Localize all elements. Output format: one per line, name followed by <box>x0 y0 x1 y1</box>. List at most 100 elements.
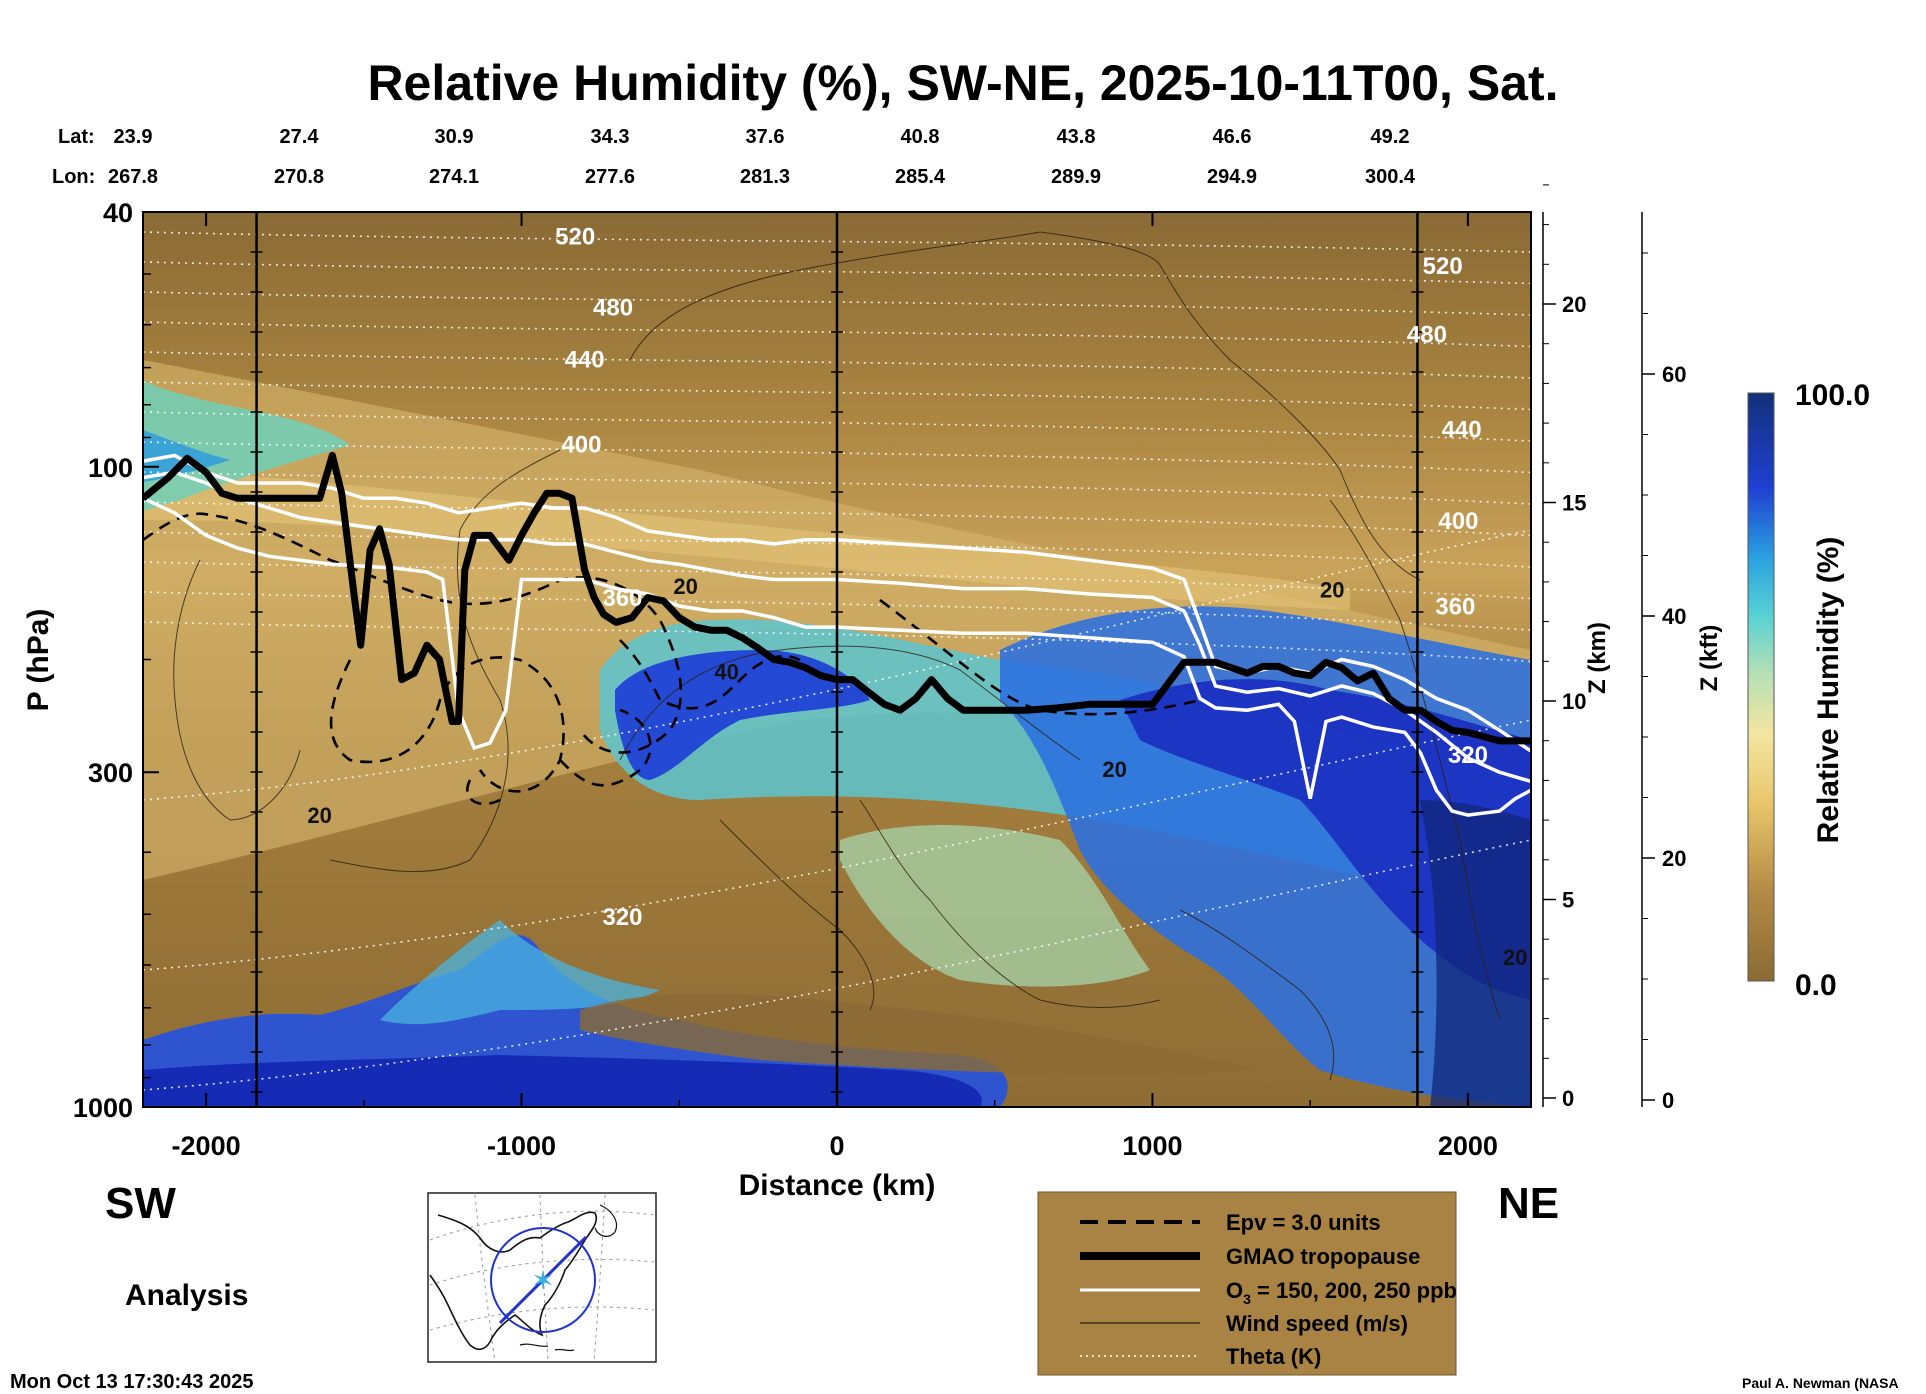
epv-contour <box>879 598 1201 716</box>
inset-map-range-circle <box>490 1227 596 1333</box>
wind-speed-contour <box>719 819 875 1011</box>
ozone-200-contour <box>143 470 1531 784</box>
ozone-250-contour <box>143 496 1531 817</box>
x-axis-label: Distance (km) <box>739 1169 936 1202</box>
z-kft-tick-label: 0 <box>1662 1088 1674 1113</box>
epv-contour <box>466 708 652 806</box>
legend-wind: Wind speed (m/s) <box>1226 1311 1408 1336</box>
analysis-label: Analysis <box>125 1279 248 1312</box>
x-tick-label: -2000 <box>172 1131 241 1161</box>
lon-value: 274.1 <box>429 166 479 188</box>
epv-contour <box>619 639 801 710</box>
wind-speed-contour <box>619 645 1081 761</box>
legend-tropopause: GMAO tropopause <box>1226 1244 1420 1269</box>
z-km-tick-label: 20 <box>1562 292 1586 317</box>
theta-label: 320 <box>1448 742 1488 769</box>
rh-field-transition-right <box>840 825 1150 987</box>
theta-label: 440 <box>1442 416 1482 443</box>
theta-line <box>143 531 1531 568</box>
theta-line <box>143 411 1531 442</box>
y-tick-label: 1000 <box>73 1093 133 1123</box>
lon-row-label: Lon: <box>52 166 95 188</box>
theta-line <box>143 291 1531 316</box>
theta-line <box>143 719 1531 971</box>
theta-label: 320 <box>602 904 642 931</box>
theta-line <box>143 501 1531 537</box>
lat-value: 34.3 <box>591 126 630 148</box>
sw-label: SW <box>105 1179 176 1228</box>
rh-field-moist-right-core <box>1120 679 1531 1000</box>
colorbar-title: Relative Humidity (%) <box>1812 537 1845 844</box>
lat-value: 30.9 <box>435 126 474 148</box>
inset-map-coastline <box>429 1211 598 1351</box>
epv-contour <box>143 512 683 754</box>
lat-value: 43.8 <box>1057 126 1096 148</box>
z-km-tick-label: 5 <box>1562 888 1574 913</box>
rh-field-lower-plume <box>380 920 660 1025</box>
overlay-lines: 520 480 440 400 360 320 520 480 440 400 360 320 20 20… <box>143 212 1531 1107</box>
lon-value: 277.6 <box>585 166 635 188</box>
theta-label: 440 <box>565 347 605 374</box>
wind-speed-label: 20 <box>307 803 331 828</box>
lat-value: 27.4 <box>280 126 320 148</box>
theta-line <box>143 591 1531 631</box>
rh-field-dry-lower <box>580 993 1260 1075</box>
z-kft-tick-label: 60 <box>1662 362 1686 387</box>
colorbar <box>1747 392 1775 982</box>
lon-value: 289.9 <box>1051 166 1101 188</box>
theta-label: 520 <box>1423 253 1463 280</box>
wind-speed-contour <box>329 449 561 872</box>
theta-label: 520 <box>555 224 595 251</box>
z-kft-tick-label: 20 <box>1662 846 1686 871</box>
y-tick-label: 40 <box>103 198 133 228</box>
y-axis-label: P (hPa) <box>22 609 55 712</box>
lat-value: 23.9 <box>114 126 153 148</box>
lon-value: 270.8 <box>274 166 324 188</box>
theta-label: 400 <box>561 432 601 459</box>
theta-line <box>143 231 1531 253</box>
inset-map-section-line <box>498 1235 588 1325</box>
x-tick-label: 0 <box>829 1131 844 1161</box>
timestamp: Mon Oct 13 17:30:43 2025 <box>10 1371 253 1393</box>
wind-speed-contour <box>629 231 1421 581</box>
colorbar-max-label: 100.0 <box>1795 379 1870 412</box>
lat-value: 46.6 <box>1213 126 1252 148</box>
z-km-tick-label: 15 <box>1562 491 1586 516</box>
y-tick-label: 300 <box>88 758 133 788</box>
credit: Paul A. Newman (NASA <box>1742 1375 1899 1391</box>
wind-speed-contour <box>173 559 301 821</box>
wind-speed-contour <box>1179 909 1335 1081</box>
lon-value: 294.9 <box>1207 166 1257 188</box>
theta-label: 480 <box>1407 322 1447 349</box>
inset-map: ✶ <box>427 1192 657 1363</box>
lon-value: 300.4 <box>1365 166 1416 188</box>
wind-speed-label: 20 <box>1102 757 1126 782</box>
z-km-axis-label: Z (km) <box>1584 622 1611 694</box>
inset-map-center-star: ✶ <box>531 1264 554 1297</box>
theta-line <box>143 261 1531 285</box>
chart-title: Relative Humidity (%), SW-NE, 2025-10-11… <box>367 55 1558 111</box>
theta-line <box>143 381 1531 411</box>
z-km-tick-label: 0 <box>1562 1086 1574 1111</box>
wind-speed-contour <box>1329 499 1501 1021</box>
lon-value: 267.8 <box>108 166 158 188</box>
rh-field-moist-right-deep <box>1420 800 1531 1107</box>
x-tick-label: -1000 <box>487 1131 556 1161</box>
theta-line <box>143 529 1531 801</box>
lat-lon-labels: 23.9 27.4 30.9 34.3 37.6 40.8 43.8 46.6 49.2 267.… <box>108 126 1416 188</box>
gmao-tropopause-line <box>143 451 1531 745</box>
theta-line <box>143 321 1531 348</box>
lat-row-label: Lat: <box>58 126 95 148</box>
lat-value: 37.6 <box>746 126 785 148</box>
z-kft-tick-label: 40 <box>1662 604 1686 629</box>
wind-speed-label: 20 <box>673 574 697 599</box>
theta-label: 400 <box>1438 508 1478 535</box>
theta-line <box>143 561 1531 600</box>
wind-speed-contour <box>859 799 1161 1008</box>
y-tick-label: 100 <box>88 453 133 483</box>
theta-line <box>143 621 1531 663</box>
theta-line <box>143 441 1531 474</box>
wind-speed-label: 20 <box>1320 577 1344 602</box>
legend-epv: Epv = 3.0 units <box>1226 1210 1381 1235</box>
